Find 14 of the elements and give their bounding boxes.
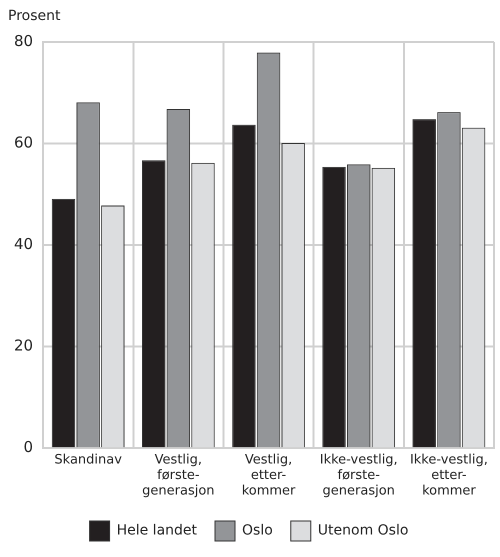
x-tick-label: Vestlig, etter- kommer — [242, 452, 296, 499]
legend-label: Utenom Oslo — [318, 522, 408, 539]
y-axis-title: Prosent — [8, 8, 60, 24]
x-tick-label: Vestlig, første- generasjon — [142, 452, 215, 499]
y-tick-label: 0 — [24, 438, 34, 456]
legend-label: Hele landet — [116, 522, 198, 539]
legend-label: Oslo — [242, 522, 273, 539]
y-tick-label: 60 — [14, 133, 34, 152]
x-tick-label: Ikke-vestlig, etter- kommer — [410, 452, 488, 499]
x-tick-label: Skandinav — [54, 452, 122, 468]
y-tick-label: 20 — [14, 336, 34, 355]
x-tick-label: Ikke-vestlig, første- generasjon — [320, 452, 398, 499]
y-tick-label: 80 — [14, 32, 34, 50]
y-tick-label: 40 — [14, 234, 34, 253]
